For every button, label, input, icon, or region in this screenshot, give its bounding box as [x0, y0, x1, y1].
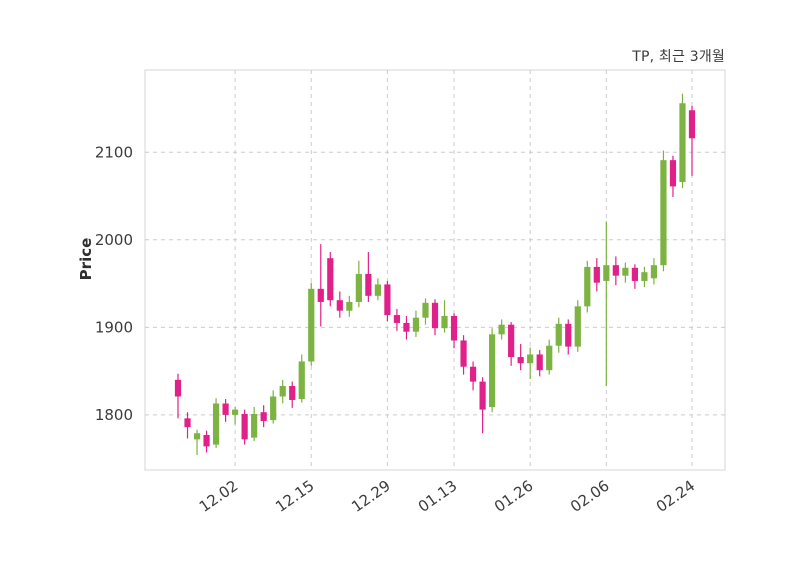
plot-border [144, 69, 726, 471]
candle-body [669, 160, 677, 187]
candle-body [308, 288, 315, 362]
candle-body [508, 324, 515, 358]
candle-body [650, 265, 658, 279]
candle-body [450, 315, 458, 341]
candle-body [412, 317, 420, 332]
candle-body [336, 300, 343, 311]
candle-body [593, 266, 600, 283]
x-tick-label: 02.06 [567, 477, 613, 516]
candle-body [212, 403, 220, 445]
candle-body [612, 265, 619, 276]
y-tick-label: 2000 [95, 231, 133, 249]
candle-body [431, 302, 439, 329]
candle-body [365, 273, 372, 296]
candle-body [631, 267, 638, 281]
candle-body [679, 103, 686, 183]
x-tick-label: 12.29 [348, 477, 394, 516]
y-tick-label: 2100 [95, 143, 133, 161]
candle-body [241, 413, 248, 440]
candle-body [546, 345, 553, 371]
x-tick-label: 01.26 [491, 477, 537, 516]
candle-body [688, 110, 696, 139]
candle-body [422, 302, 429, 318]
candle-body [260, 412, 267, 421]
candle-body [374, 284, 381, 296]
x-tick-label: 01.13 [415, 477, 461, 516]
candle-body [584, 266, 591, 307]
candle-body [479, 381, 486, 410]
candle-body [603, 265, 610, 281]
candle-body [289, 385, 296, 400]
candle-body [184, 418, 191, 428]
candle-body [555, 323, 562, 346]
candle-body [469, 366, 477, 382]
candle-body [298, 361, 305, 400]
candle-body [527, 354, 534, 364]
candle-body [193, 433, 201, 440]
candle-body [232, 409, 239, 415]
candle-body [279, 385, 286, 397]
candle-body [346, 301, 353, 311]
candle-body [327, 258, 334, 301]
candle-body [222, 403, 229, 415]
candle-body [317, 288, 324, 302]
candle-body [251, 413, 258, 438]
y-tick-label: 1900 [95, 318, 133, 336]
candle-body [403, 322, 410, 332]
candle-body [498, 324, 505, 335]
x-tick-label: 02.24 [653, 477, 699, 516]
candle-body [384, 284, 391, 316]
candle-body [565, 323, 572, 347]
candle-body [393, 315, 401, 323]
candle-body [622, 267, 629, 276]
candle-body [270, 396, 277, 421]
candle-body [574, 306, 581, 347]
x-tick-label: 12.15 [272, 477, 318, 516]
candle-body [203, 434, 210, 447]
y-axis-title: Price [77, 237, 95, 281]
chart-title: TP, 최근 3개월 [632, 49, 725, 65]
candle-body [355, 273, 362, 302]
x-tick-label: 12.02 [196, 477, 242, 516]
candle-body [460, 340, 467, 367]
candle-body [660, 160, 667, 266]
candle-body [536, 354, 543, 371]
candle-body [641, 272, 648, 281]
candle-body [517, 357, 524, 364]
candle-body [441, 315, 448, 329]
candle-body [174, 379, 182, 397]
candle-body [489, 334, 496, 407]
y-tick-label: 1800 [95, 406, 133, 424]
